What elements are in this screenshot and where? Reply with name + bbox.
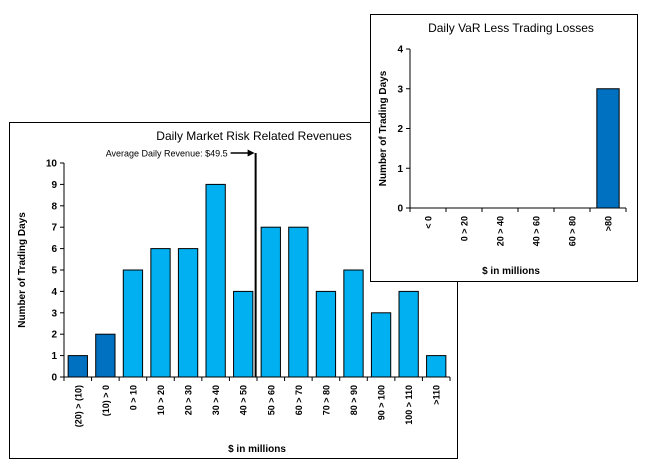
main-y-tick-label: 1 — [51, 351, 57, 362]
main-x-tick-label: 80 > 90 — [349, 385, 359, 415]
main-y-tick-label: 3 — [51, 308, 57, 319]
main-y-tick-label: 8 — [51, 201, 57, 212]
main-x-axis-label: $ in millions — [228, 444, 286, 455]
inset-x-tick-label: 40 > 60 — [532, 216, 542, 246]
main-bar — [398, 290, 419, 378]
main-x-tick-label: 70 > 80 — [321, 385, 331, 415]
inset-x-tick-label: >80 — [604, 216, 614, 231]
main-y-axis-label: Number of Trading Days — [17, 212, 28, 328]
main-bar — [177, 248, 199, 378]
inset-y-tick-label: 3 — [397, 84, 403, 95]
main-bar — [315, 290, 337, 378]
inset-title: Daily VaR Less Trading Losses — [428, 21, 594, 35]
var-less-losses-chart: Daily VaR Less Trading Losses 0 1 2 3 4 < 0 0 >… — [370, 14, 638, 282]
main-x-tick-label: 100 > 110 — [404, 385, 414, 425]
main-x-tick-label: (10) > 0 — [101, 385, 111, 416]
main-y-tick-label: 7 — [51, 223, 57, 234]
main-x-tick-label: 50 > 60 — [266, 385, 276, 415]
inset-y-tick-label: 1 — [397, 164, 403, 175]
main-bar — [370, 312, 392, 378]
main-bar — [95, 333, 116, 378]
main-x-tick-label: 40 > 50 — [239, 385, 249, 415]
inset-x-tick-label: 60 > 80 — [568, 216, 578, 246]
market-risk-revenue-plot: Daily Market Risk Related Revenues 0 1 2 3 4 5… — [17, 129, 451, 455]
inset-y-tick-label: 0 — [397, 204, 403, 215]
main-title: Daily Market Risk Related Revenues — [156, 129, 351, 143]
var-less-losses-plot: Daily VaR Less Trading Losses 0 1 2 3 4 < 0 0 >… — [378, 21, 627, 277]
inset-x-tick-label: 20 > 40 — [496, 216, 506, 246]
main-bar — [233, 290, 254, 378]
main-y-tick-label: 0 — [51, 373, 57, 384]
main-y-tick-label: 10 — [46, 159, 58, 170]
main-x-tick-label: 0 > 10 — [128, 385, 138, 410]
main-y-tick-label: 6 — [51, 244, 57, 255]
main-x-tick-label: (20) > (10) — [73, 385, 83, 427]
main-x-tick-label: 20 > 30 — [184, 385, 194, 415]
main-y-tick-label: 4 — [51, 287, 57, 298]
inset-y-axis-label: Number of Trading Days — [378, 70, 389, 186]
main-bar — [150, 248, 171, 378]
main-y-tick-label: 9 — [51, 180, 57, 191]
main-y-tick-label: 5 — [51, 266, 57, 277]
main-bar — [205, 183, 226, 378]
main-bar — [426, 355, 447, 378]
main-bar — [122, 269, 144, 378]
main-x-tick-label: 60 > 70 — [294, 385, 304, 415]
main-bar — [343, 269, 364, 378]
main-y-tick-label: 2 — [51, 330, 57, 341]
main-x-tick-label: 30 > 40 — [211, 385, 221, 415]
inset-y-tick-label: 4 — [397, 45, 403, 56]
main-bar — [260, 226, 281, 378]
inset-bar — [596, 88, 620, 209]
inset-x-tick-label: < 0 — [424, 216, 434, 229]
main-x-tick-label: 90 > 100 — [377, 385, 387, 420]
main-x-tick-label: 10 > 20 — [156, 385, 166, 415]
main-bar — [67, 355, 88, 378]
average-revenue-label: Average Daily Revenue: $49.5 — [106, 149, 228, 159]
inset-x-axis-label: $ in millions — [482, 266, 540, 277]
main-bar — [288, 226, 309, 378]
inset-x-tick-label: 0 > 20 — [460, 216, 470, 241]
inset-y-tick-label: 2 — [397, 124, 403, 135]
main-x-tick-label: >110 — [432, 385, 442, 405]
average-revenue-arrowhead — [247, 149, 255, 157]
